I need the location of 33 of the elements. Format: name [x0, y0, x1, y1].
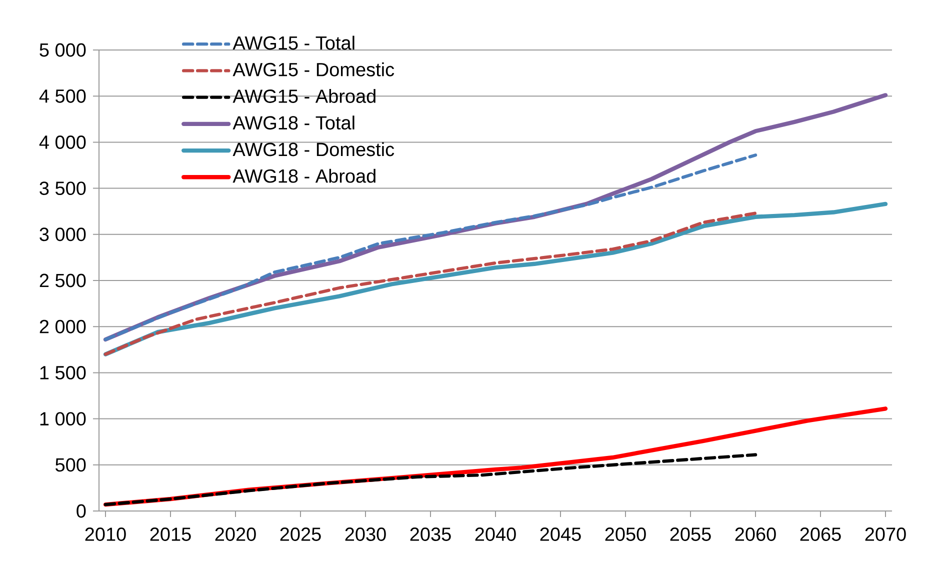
- line-series: [104, 453, 758, 506]
- x-tick-label: 2020: [215, 528, 256, 541]
- x-tick-label: 2015: [150, 528, 191, 541]
- x-tick-label: 2065: [800, 528, 841, 541]
- legend-label: AWG18 - Abroad: [232, 168, 376, 183]
- y-tick-label: 5 000: [40, 43, 86, 57]
- y-tick-label: 4 500: [39, 89, 86, 103]
- x-tick-label: 2035: [410, 528, 451, 541]
- y-tick-label: 1 000: [40, 412, 86, 426]
- x-tick-label: 2045: [540, 528, 581, 541]
- y-tick-label: 3 000: [40, 228, 86, 242]
- x-tick-label: 2030: [345, 528, 386, 541]
- y-tick-label: 500: [56, 458, 86, 472]
- line-series: [103, 202, 888, 356]
- y-tick-label: 2 500: [40, 274, 86, 288]
- legend-label: AWG18 - Domestic: [232, 142, 394, 156]
- x-tick-label: 2060: [735, 528, 776, 541]
- x-tick-label: 2050: [605, 528, 646, 541]
- y-tick-label: 3 500: [40, 182, 86, 196]
- y-tick-label: 2 000: [40, 320, 86, 334]
- y-tick-label: 1 500: [40, 366, 86, 380]
- legend-label: AWG18 - Total: [232, 116, 354, 130]
- x-tick-label: 2055: [670, 528, 711, 541]
- y-tick-label: 0: [76, 504, 86, 518]
- line-series: [104, 212, 758, 356]
- x-tick-label: 2040: [475, 528, 516, 541]
- y-tick-label: 4 000: [39, 135, 86, 149]
- x-tick-label: 2025: [280, 528, 321, 541]
- legend-label: AWG15 - Total: [232, 36, 354, 50]
- x-tick-label: 2010: [85, 528, 126, 541]
- legend-label: AWG15 - Domestic: [232, 62, 394, 76]
- legend-label: AWG15 - Abroad: [232, 88, 376, 103]
- x-tick-label: 2070: [865, 528, 906, 541]
